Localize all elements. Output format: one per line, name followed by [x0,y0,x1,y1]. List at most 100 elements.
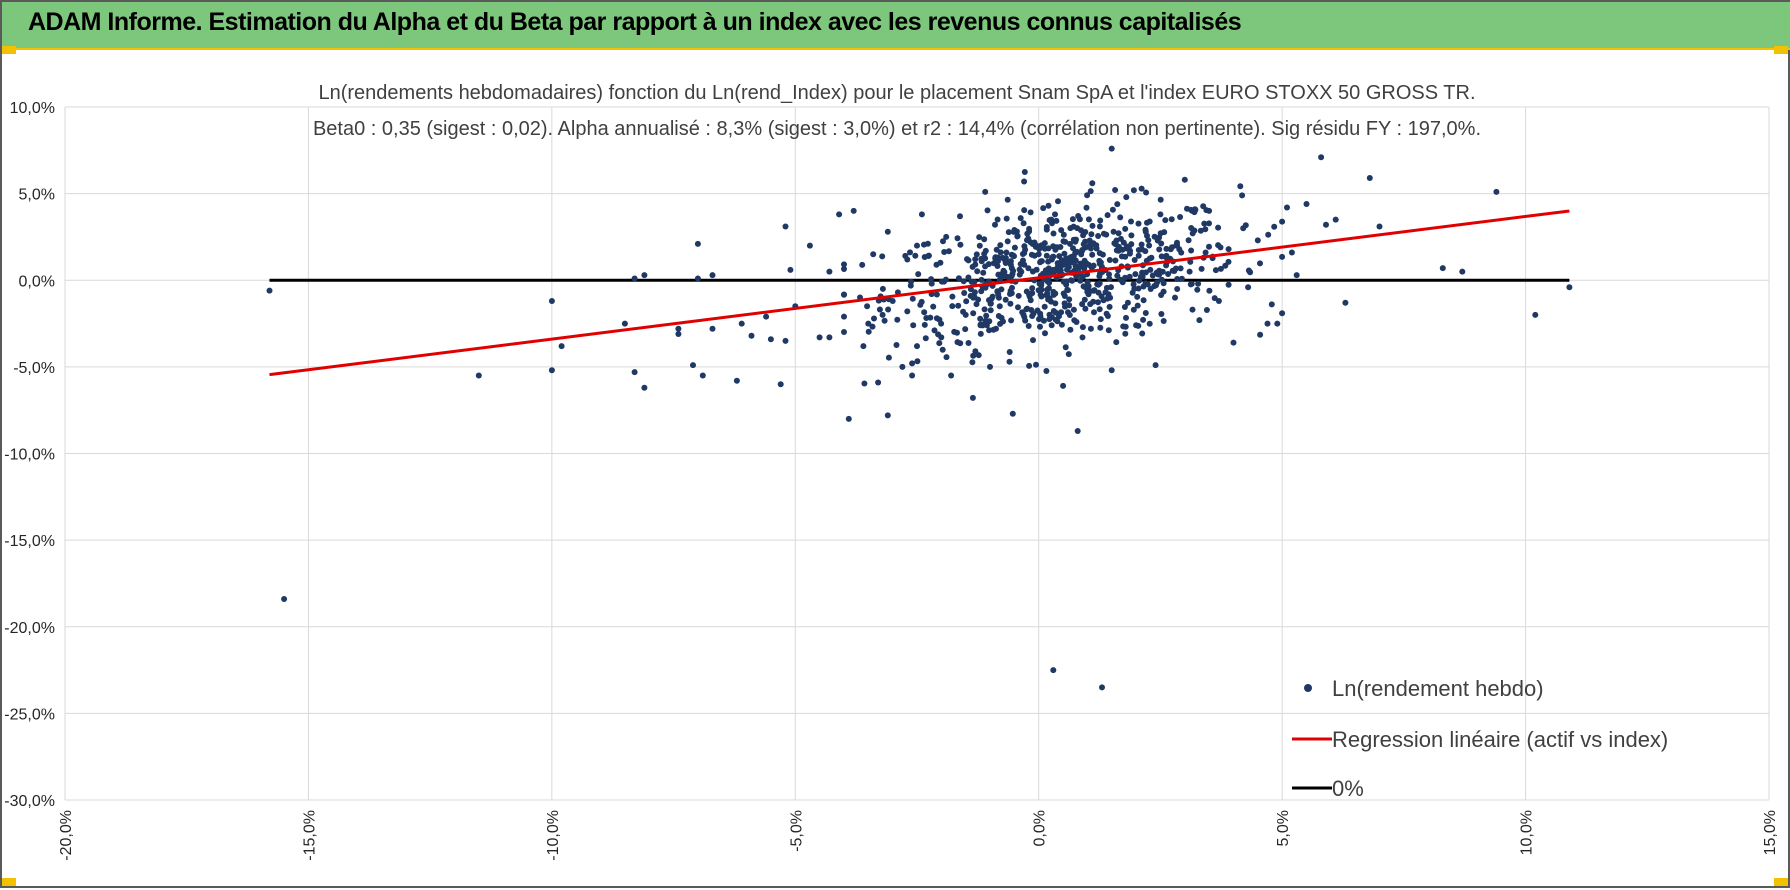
data-point [1439,265,1446,272]
data-point [1050,667,1057,674]
data-point [1138,241,1145,248]
data-point [1163,245,1170,252]
data-point [1114,272,1121,279]
data-point [806,242,813,249]
data-point [859,261,866,268]
x-tick-label: 5,0% [1275,810,1292,846]
data-point [1240,225,1247,232]
data-point [1068,253,1075,260]
data-point [1090,262,1097,269]
data-point [841,313,847,320]
data-point [961,290,968,296]
data-point [1084,279,1091,286]
y-tick-label: 0,0% [19,273,55,290]
data-point [1178,275,1185,282]
data-point [1126,273,1133,280]
data-point [1113,247,1120,254]
data-point [1142,228,1149,235]
data-point [1034,307,1041,314]
data-point [977,330,984,337]
data-point [1103,310,1110,317]
data-point [1071,317,1078,324]
data-point [1064,259,1071,266]
data-point [1172,265,1179,272]
data-point [1206,220,1212,227]
data-point [1279,218,1286,225]
data-point [1143,189,1150,196]
data-point [1037,291,1044,298]
data-point [1122,330,1129,337]
data-point [1106,257,1113,263]
data-point [987,307,994,314]
data-point [973,251,980,258]
data-point [938,334,945,341]
data-point [1115,230,1122,237]
data-point [995,258,1001,265]
data-point [915,271,922,278]
regression-layer [269,209,1570,377]
data-point [1096,250,1103,257]
data-point [1107,294,1114,301]
data-point [921,321,928,328]
data-point [1008,317,1015,324]
data-point [1247,269,1254,276]
data-point [1202,226,1209,233]
data-point [1087,301,1094,308]
data-point [1046,279,1053,286]
data-point [1045,258,1052,265]
data-point [1161,229,1168,236]
data-point [965,274,972,281]
data-point [933,315,940,322]
data-point [928,276,935,283]
data-point [1172,294,1178,301]
data-point [690,362,696,369]
legend-label-regression: Regression linéaire (actif vs index) [1332,727,1668,752]
data-point [969,394,976,401]
data-point [1237,183,1244,190]
data-point [694,275,701,282]
data-point [922,335,929,342]
data-point [931,327,938,334]
data-point [1015,292,1022,299]
data-point [1279,310,1286,317]
data-point [1158,311,1165,317]
x-tick-label: -20,0% [58,810,75,861]
data-point [1181,176,1188,183]
data-point [894,316,901,323]
data-point [1342,299,1349,306]
data-point [948,372,955,379]
data-point [904,256,911,263]
data-point [987,363,993,370]
data-point [1091,309,1097,316]
data-point [965,340,972,346]
data-point [1056,268,1063,275]
data-point [993,325,999,332]
data-point [907,249,913,256]
data-point [914,343,920,350]
data-point [1108,367,1115,374]
data-point [1090,241,1097,247]
data-point [850,207,857,214]
data-point [1095,281,1102,288]
data-point [1109,206,1116,213]
data-point [1152,362,1159,369]
data-point [1112,187,1119,193]
data-point [763,313,770,320]
data-point [899,363,906,370]
legend-label-points: Ln(rendement hebdo) [1332,676,1544,701]
data-point [1021,178,1028,185]
data-point [1201,220,1208,227]
data-point [1070,245,1076,252]
gridlines [64,106,1770,801]
data-point [1076,216,1083,223]
y-tick-label: -10,0% [4,447,55,464]
data-point [738,320,745,327]
data-point [992,221,998,228]
data-point [1134,293,1141,300]
data-point [1009,284,1015,291]
data-point [870,251,877,258]
data-point [1004,238,1011,245]
data-point [914,358,921,365]
data-point [826,334,833,341]
data-point [1026,291,1032,298]
